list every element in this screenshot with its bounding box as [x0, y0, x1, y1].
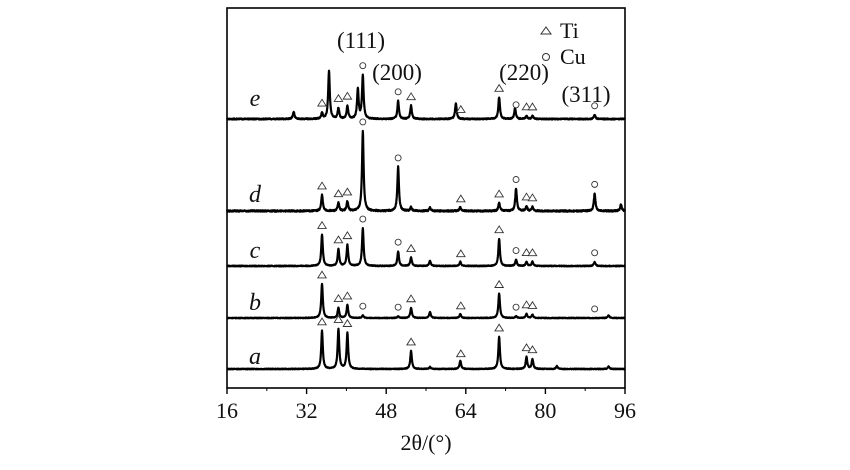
marker-cu-c-3 [359, 215, 367, 223]
marker-cu-b-8 [512, 303, 520, 311]
plane-label-3: (311) [562, 82, 611, 107]
traces-group [225, 69, 627, 371]
trace-a [226, 327, 626, 371]
legend-symbol-cu [542, 53, 550, 61]
marker-ti-b-6 [455, 301, 466, 310]
x-axis: 16 32 48 64 80 96 [216, 388, 636, 423]
marker-ti-b-10 [527, 300, 538, 309]
legend-label-0: Ti [560, 18, 579, 43]
marker-ti-a-1 [333, 314, 344, 323]
marker-ti-a-3 [406, 337, 417, 346]
x-axis-title: 2θ/(°) [400, 430, 451, 455]
marker-cu-d-4 [394, 154, 402, 162]
plane-label-0: (111) [337, 28, 385, 53]
x-tick-label-3: 64 [455, 398, 477, 423]
marker-cu-d-10 [591, 180, 599, 188]
marker-ti-c-2 [342, 231, 353, 240]
marker-ti-c-1 [333, 235, 344, 244]
marker-cu-c-8 [512, 247, 520, 255]
marker-ti-c-9 [521, 248, 532, 257]
marker-ti-c-10 [527, 248, 538, 257]
markers-group [317, 62, 599, 358]
trace-e [225, 69, 626, 121]
marker-cu-d-7 [512, 176, 520, 183]
marker-ti-a-4 [455, 349, 466, 358]
marker-ti-a-7 [527, 345, 538, 354]
marker-ti-c-6 [455, 249, 466, 258]
plane-labels-group: (111) (200) (220) (311) [337, 28, 611, 107]
marker-ti-c-0 [317, 220, 328, 229]
series-labels-group: a bc d e [249, 86, 262, 370]
marker-cu-b-3 [359, 302, 367, 310]
marker-cu-e-4 [394, 88, 402, 96]
marker-ti-e-5 [406, 92, 417, 101]
marker-ti-b-9 [521, 300, 532, 309]
series-label-a: a [249, 344, 261, 370]
marker-ti-a-0 [317, 317, 328, 326]
marker-cu-b-4 [394, 303, 402, 311]
marker-ti-a-2 [342, 318, 353, 327]
trace-d [225, 129, 627, 213]
x-tick-label-4: 80 [534, 398, 556, 423]
x-tick-label-2: 48 [375, 398, 397, 423]
marker-cu-c-11 [591, 249, 599, 257]
marker-ti-c-5 [406, 243, 417, 252]
marker-ti-b-2 [342, 291, 353, 300]
marker-ti-d-2 [342, 187, 353, 196]
marker-ti-b-0 [317, 270, 328, 279]
marker-ti-a-6 [521, 343, 532, 352]
x-tick-label-5: 96 [614, 398, 636, 423]
marker-ti-b-1 [333, 293, 344, 302]
marker-ti-e-6 [455, 104, 466, 113]
marker-ti-b-5 [406, 294, 417, 303]
marker-ti-d-9 [527, 193, 538, 202]
plane-label-1: (200) [372, 60, 422, 85]
marker-cu-d-3 [359, 118, 367, 126]
marker-cu-b-11 [591, 305, 599, 313]
marker-ti-d-0 [317, 181, 328, 190]
marker-ti-e-2 [342, 91, 353, 100]
marker-ti-e-0 [317, 98, 328, 107]
marker-ti-e-9 [521, 102, 532, 111]
legend-symbol-ti [540, 26, 552, 35]
marker-ti-d-5 [455, 194, 466, 203]
marker-cu-c-4 [394, 238, 402, 246]
marker-ti-c-7 [494, 225, 505, 234]
marker-cu-e-3 [359, 62, 367, 70]
marker-ti-d-6 [494, 189, 505, 198]
legend-label-1: Cu [560, 44, 586, 69]
x-tick-label-1: 32 [296, 398, 318, 423]
marker-ti-b-7 [494, 279, 505, 288]
marker-ti-a-5 [494, 323, 505, 332]
marker-cu-e-8 [512, 101, 520, 109]
marker-ti-e-1 [333, 93, 344, 102]
marker-cu-e-11 [591, 102, 599, 110]
series-label-c: c [250, 238, 261, 264]
series-label-d: d [249, 182, 262, 208]
marker-ti-e-7 [494, 83, 505, 92]
trace-c [226, 226, 626, 268]
x-tick-label-0: 16 [216, 398, 238, 423]
marker-ti-d-8 [521, 192, 532, 201]
plane-label-2: (220) [499, 60, 549, 85]
series-label-e: e [250, 86, 261, 112]
trace-b [226, 282, 626, 320]
marker-ti-d-1 [333, 189, 344, 198]
series-label-b: b [249, 290, 261, 316]
marker-ti-e-10 [527, 102, 538, 111]
